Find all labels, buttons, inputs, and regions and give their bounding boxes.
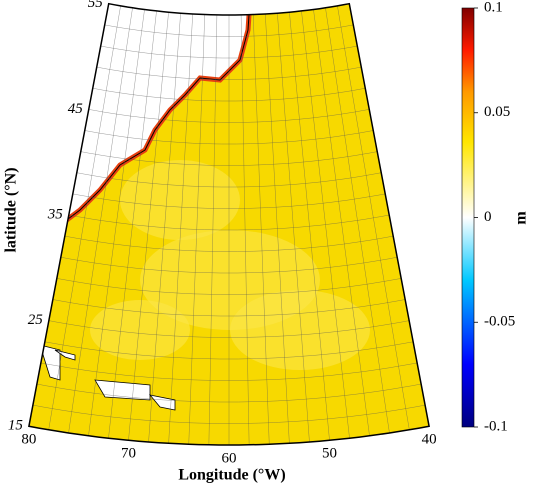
longitude-tick-label: 60 (222, 450, 237, 466)
longitude-tick-label: 80 (21, 432, 36, 448)
colorbar-tick-label: 0 (484, 209, 492, 225)
mesh-line (48, 5, 121, 430)
island (54, 349, 76, 361)
mesh-line (253, 14, 270, 445)
longitude-label: Longitude (°W) (178, 467, 285, 484)
latitude-tick-label: 55 (88, 0, 104, 11)
mesh-line (68, 7, 133, 434)
latitude-tick-label: 25 (28, 312, 44, 328)
mesh-line (208, 14, 218, 445)
anomaly-patch (90, 300, 190, 360)
mesh-line (289, 12, 330, 441)
colorbar-tick-label: 0.1 (484, 0, 503, 15)
mesh-line (277, 13, 310, 443)
mesh-line (301, 10, 350, 439)
frame (28, 2, 430, 446)
colorbar (461, 7, 475, 428)
mesh-line (240, 14, 250, 445)
island (39, 344, 61, 381)
mesh-line (108, 10, 157, 439)
mesh-line (313, 9, 370, 436)
mesh-line (168, 13, 193, 444)
colorbar-tick-label: 0.05 (484, 104, 510, 120)
mesh-line (325, 7, 390, 434)
colorbar-tick-label: -0.1 (484, 418, 508, 434)
island (148, 394, 176, 411)
anomaly-patch (120, 160, 240, 240)
longitude-tick-label: 50 (322, 446, 337, 462)
latitude-tick-label: 45 (68, 101, 84, 117)
longitude-tick-label: 70 (121, 446, 136, 462)
mesh-line (337, 5, 410, 430)
coast (34, 3, 251, 236)
mesh-line (128, 12, 169, 441)
latitude-tick-label: 15 (8, 418, 24, 434)
mesh-line (88, 9, 145, 436)
colorbar-tick-label: -0.05 (484, 314, 515, 330)
colorbar-label: m (513, 211, 530, 225)
map-area (28, 2, 430, 446)
latitude-tick-label: 35 (47, 206, 64, 222)
longitude-tick-label: 40 (422, 432, 437, 448)
mesh-line (148, 13, 181, 443)
mesh-line (265, 13, 290, 444)
latitude-label: latitude (°N) (3, 167, 20, 252)
mesh-line (188, 14, 205, 445)
